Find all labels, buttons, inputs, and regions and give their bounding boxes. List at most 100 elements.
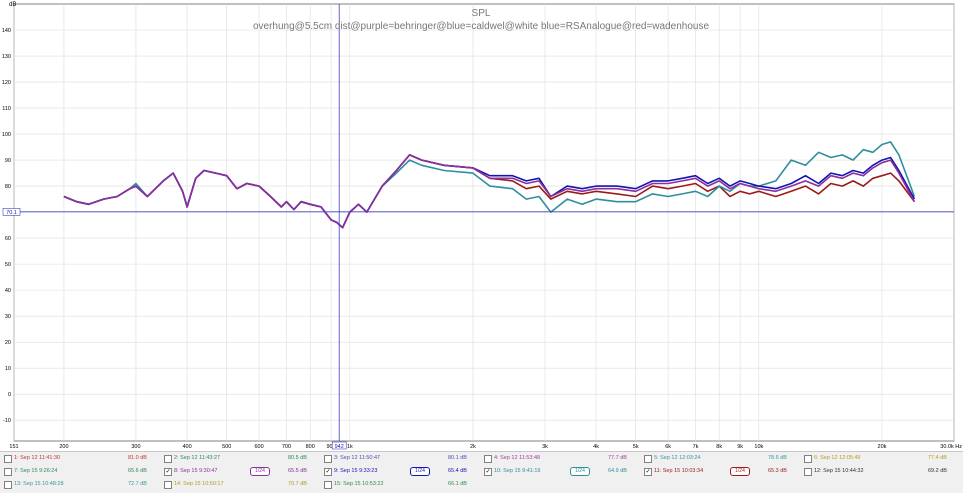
y-tick-label: 80 [5, 184, 11, 190]
legend-checkbox[interactable]: ✓ [164, 468, 172, 476]
legend-item[interactable]: ✓ 11: Sep 15 10:03:34 1/24 65.3 dB [644, 465, 800, 478]
legend-checkbox[interactable]: ✓ [644, 468, 652, 476]
x-tick-label: 7k [693, 444, 699, 450]
cursor-y-readout: 70.1 [6, 210, 17, 216]
x-tick-label: 4k [593, 444, 599, 450]
legend-measurement-name: 14: Sep 15 10:50:17 [174, 481, 224, 487]
legend-item[interactable]: 4: Sep 12 11:53:48 77.7 dB [484, 452, 640, 465]
legend-checkbox[interactable] [164, 481, 172, 489]
y-tick-label: 90 [5, 158, 11, 164]
y-tick-label: 100 [2, 132, 11, 138]
legend-measurement-name: 9: Sep 15 9:33:23 [334, 468, 378, 474]
x-tick-label: 9k [737, 444, 743, 450]
legend-checkbox[interactable] [4, 455, 12, 463]
legend-measurement-name: 1: Sep 12 11:41:30 [14, 455, 61, 461]
legend-checkbox[interactable] [324, 455, 332, 463]
x-tick-label: 700 [282, 444, 291, 450]
x-tick-label: 5k [633, 444, 639, 450]
y-axis-label: dB [9, 2, 16, 8]
y-tick-label: 110 [2, 106, 11, 112]
legend-checkbox[interactable] [804, 455, 812, 463]
x-tick-label: 400 [182, 444, 191, 450]
legend-level-value: 77.7 dB [608, 455, 627, 461]
x-tick-label: 300 [131, 444, 140, 450]
legend-level-value: 80.5 dB [288, 455, 307, 461]
legend-item[interactable]: 14: Sep 15 10:50:17 70.7 dB [164, 478, 320, 491]
legend-level-value: 65.5 dB [288, 468, 307, 474]
legend-checkbox[interactable]: ✓ [484, 468, 492, 476]
smoothing-button[interactable]: 1/24 [570, 467, 590, 476]
y-tick-label: 40 [5, 288, 11, 294]
legend-checkbox[interactable] [484, 455, 492, 463]
y-tick-label: -10 [3, 418, 11, 424]
smoothing-button[interactable]: 1/24 [730, 467, 750, 476]
cursor[interactable]: 70.1 942 [2, 4, 954, 450]
legend-item[interactable]: 7: Sep 15 9:26:24 65.6 dB [4, 465, 160, 478]
legend-item[interactable]: ✓ 8: Sep 15 9:30:47 1/24 65.5 dB [164, 465, 320, 478]
legend-checkbox[interactable] [804, 468, 812, 476]
x-tick-label: 151 [9, 444, 18, 450]
legend-item[interactable]: ✓ 10: Sep 15 9:41:19 1/24 64.9 dB [484, 465, 640, 478]
legend-item[interactable]: 12: Sep 15 10:44:32 69.2 dB [804, 465, 960, 478]
legend-checkbox[interactable] [164, 455, 172, 463]
legend-measurement-name: 7: Sep 15 9:26:24 [14, 468, 58, 474]
legend-row-1: 1: Sep 12 11:41:30 81.0 dB 2: Sep 12 11:43… [0, 452, 963, 465]
cursor-x-readout: 942 [335, 444, 344, 450]
x-tick-label: 2k [470, 444, 476, 450]
y-tick-label: 120 [2, 80, 11, 86]
y-tick-label: 10 [5, 366, 11, 372]
chart-title: SPL [472, 8, 491, 19]
legend-measurement-name: 10: Sep 15 9:41:19 [494, 468, 541, 474]
x-tick-label: 6k [665, 444, 671, 450]
legend-row-3: 13: Sep 15 10:48:28 72.7 dB 14: Sep 15 10:… [0, 478, 963, 491]
legend-measurement-name: 3: Sep 12 11:50:47 [334, 455, 381, 461]
legend-level-value: 65.3 dB [768, 468, 787, 474]
series-lines[interactable] [63, 141, 916, 229]
x-tick-label: 200 [59, 444, 68, 450]
legend-item[interactable]: 2: Sep 12 11:43:27 80.5 dB [164, 452, 320, 465]
legend-item[interactable]: 5: Sep 12 12:03:24 78.6 dB [644, 452, 800, 465]
cursor-y-readout-box [2, 208, 21, 216]
legend-checkbox[interactable] [4, 481, 12, 489]
legend-level-value: 78.6 dB [768, 455, 787, 461]
smoothing-button[interactable]: 1/24 [410, 467, 430, 476]
legend-checkbox[interactable] [324, 481, 332, 489]
legend-item[interactable]: 3: Sep 12 11:50:47 80.1 dB [324, 452, 480, 465]
legend-level-value: 80.1 dB [448, 455, 467, 461]
legend-checkbox[interactable] [644, 455, 652, 463]
legend-measurement-name: 2: Sep 12 11:43:27 [174, 455, 221, 461]
x-tick-label: 900 [327, 444, 336, 450]
y-tick-label: 20 [5, 340, 11, 346]
y-tick-label: 0 [8, 392, 11, 398]
legend-level-value: 72.7 dB [128, 481, 147, 487]
legend-level-value: 77.4 dB [928, 455, 947, 461]
smoothing-button[interactable]: 1/24 [250, 467, 270, 476]
legend-item[interactable]: ✓ 9: Sep 15 9:33:23 1/24 65.4 dB [324, 465, 480, 478]
legend-checkbox[interactable]: ✓ [324, 468, 332, 476]
legend-item[interactable]: 6: Sep 12 12:05:49 77.4 dB [804, 452, 960, 465]
x-tick-label: 10k [754, 444, 763, 450]
legend-panel: 1: Sep 12 11:41:30 81.0 dB 2: Sep 12 11:43… [0, 451, 963, 493]
legend-measurement-name: 5: Sep 12 12:03:24 [654, 455, 701, 461]
y-tick-label: 130 [2, 54, 11, 60]
legend-level-value: 65.6 dB [128, 468, 147, 474]
legend-measurement-name: 11: Sep 15 10:03:34 [654, 468, 704, 474]
x-tick-label: 500 [222, 444, 231, 450]
legend-measurement-name: 8: Sep 15 9:30:47 [174, 468, 218, 474]
legend-item[interactable]: 13: Sep 15 10:48:28 72.7 dB [4, 478, 160, 491]
x-tick-label: 8k [716, 444, 722, 450]
legend-measurement-name: 6: Sep 12 12:05:49 [814, 455, 861, 461]
legend-level-value: 69.2 dB [928, 468, 947, 474]
legend-measurement-name: 12: Sep 15 10:44:32 [814, 468, 864, 474]
legend-level-value: 81.0 dB [128, 455, 147, 461]
y-tick-label: 60 [5, 236, 11, 242]
series-line [63, 154, 916, 229]
legend-item[interactable]: 1: Sep 12 11:41:30 81.0 dB [4, 452, 160, 465]
legend-measurement-name: 15: Sep 15 10:53:22 [334, 481, 384, 487]
chart-background [0, 0, 963, 451]
legend-level-value: 64.9 dB [608, 468, 627, 474]
legend-level-value: 66.1 dB [448, 481, 467, 487]
legend-item[interactable]: 15: Sep 15 10:53:22 66.1 dB [324, 478, 480, 491]
x-tick-label: 1k [347, 444, 353, 450]
legend-checkbox[interactable] [4, 468, 12, 476]
